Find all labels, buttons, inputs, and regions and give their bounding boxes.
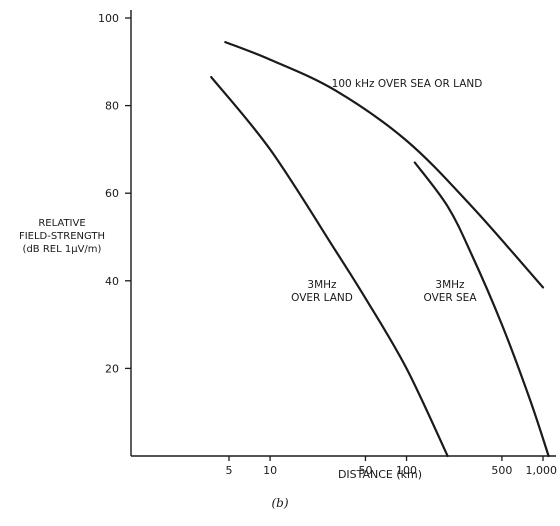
curve-label-line: 100 kHz OVER SEA OR LAND (332, 78, 483, 90)
x-tick-label: 10 (263, 464, 277, 477)
curves (210, 41, 550, 458)
x-tick-label: 1,000 (526, 464, 558, 477)
y-axis-label-line: FIELD-STRENGTH (19, 231, 105, 242)
curve-label: 3MHz OVER LAND (291, 279, 353, 304)
curve-label: 100 kHz OVER SEA OR LAND (332, 78, 483, 90)
y-tick-label: 80 (105, 100, 119, 113)
curve-label-line: 3MHz (307, 279, 337, 291)
y-ticks: 20 40 60 80 100 (98, 12, 131, 375)
curve-label-line: 3MHz (435, 279, 465, 291)
curve-100khz-sea-or-land (224, 41, 545, 289)
curve-label: 3MHz OVER SEA (423, 279, 477, 304)
figure-caption: (b) (271, 496, 288, 510)
y-axis-label-line: (dB REL 1μV/m) (23, 244, 102, 255)
curve-label-line: OVER LAND (291, 292, 353, 304)
x-axis-label: DISTANCE (km) (338, 468, 422, 481)
x-tick-label: 500 (491, 464, 512, 477)
y-tick-label: 100 (98, 12, 119, 25)
curve-label-line: OVER SEA (423, 292, 477, 304)
curve-3mhz-over-sea (413, 161, 550, 458)
x-tick-label: 100 (396, 464, 417, 477)
y-tick-label: 40 (105, 275, 119, 288)
curve-3mhz-over-land (210, 76, 449, 458)
y-tick-label: 20 (105, 362, 119, 375)
x-tick-label: 5 (226, 464, 233, 477)
y-axis-label-line: RELATIVE (38, 218, 85, 229)
x-ticks: 5 10 50 100 500 1,000 (226, 456, 558, 477)
x-tick-label: 50 (358, 464, 372, 477)
y-tick-label: 60 (105, 187, 119, 200)
y-axis-label: RELATIVE FIELD-STRENGTH (dB REL 1μV/m) (19, 218, 105, 255)
